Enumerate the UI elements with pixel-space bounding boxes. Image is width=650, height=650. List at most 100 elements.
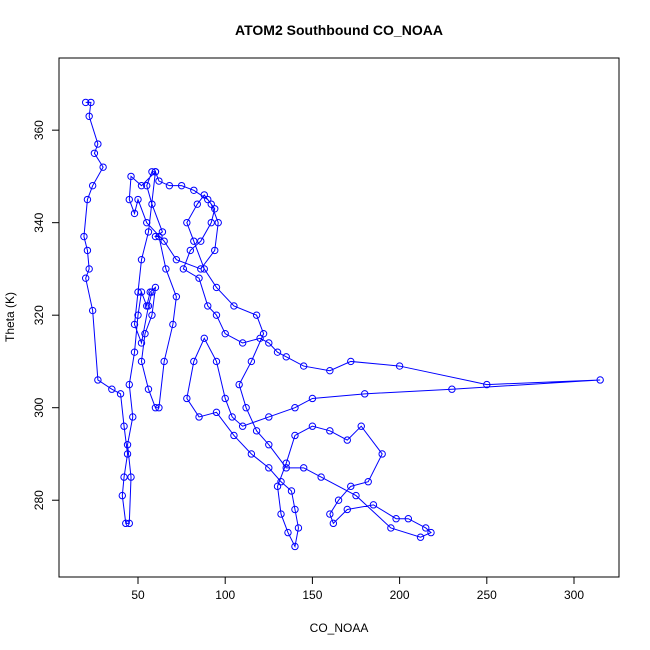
data-point <box>230 431 238 440</box>
data-point <box>238 422 247 430</box>
data-point <box>326 427 334 435</box>
y-tick-label: 360 <box>32 120 46 140</box>
data-point <box>134 311 142 319</box>
data-point <box>387 524 395 532</box>
data-point <box>85 112 93 120</box>
data-point <box>123 450 132 458</box>
data-point <box>120 422 128 430</box>
data-point <box>265 464 273 472</box>
data-point <box>118 491 127 500</box>
x-tick-label: 150 <box>302 588 322 602</box>
data-point <box>83 195 92 204</box>
data-point <box>108 385 116 393</box>
data-point <box>88 181 97 190</box>
data-point <box>129 413 137 421</box>
data-point <box>238 339 247 347</box>
data-point <box>277 478 285 486</box>
data-point <box>197 237 205 245</box>
y-axis-label: Theta (K) <box>3 292 17 342</box>
x-tick-label: 200 <box>390 588 410 602</box>
data-point <box>247 357 256 366</box>
chart-title: ATOM2 Southbound CO_NOAA <box>235 22 443 38</box>
data-point <box>90 149 99 157</box>
x-tick-label: 250 <box>477 588 497 602</box>
data-point <box>483 380 491 389</box>
data-point <box>364 478 372 486</box>
data-point <box>256 334 264 343</box>
data-point <box>200 334 208 343</box>
data-point <box>148 168 156 176</box>
data-point <box>151 168 160 176</box>
data-point <box>230 302 238 310</box>
data-point <box>221 394 229 403</box>
data-point <box>326 366 334 375</box>
data-point <box>427 528 435 537</box>
data-point <box>277 510 285 518</box>
data-point <box>87 98 95 107</box>
data-point <box>190 357 198 366</box>
data-point <box>190 186 198 194</box>
data-point <box>122 519 130 528</box>
data-point <box>197 265 205 273</box>
data-point <box>177 181 186 190</box>
data-point <box>299 362 308 370</box>
data-point <box>123 441 132 449</box>
data-point <box>448 385 456 393</box>
data-point <box>287 487 296 495</box>
data-point <box>151 283 160 292</box>
data-point <box>143 218 151 227</box>
data-point <box>352 491 360 500</box>
data-point <box>369 501 378 509</box>
data-point <box>235 380 243 389</box>
data-point <box>151 232 160 241</box>
data-point <box>193 200 201 208</box>
x-tick-label: 300 <box>564 588 584 602</box>
data-point <box>204 195 212 204</box>
data-point <box>259 329 268 338</box>
data-point <box>282 353 290 361</box>
data-point <box>195 413 203 421</box>
data-point <box>148 288 156 296</box>
data-point <box>416 533 425 541</box>
data-point <box>252 427 261 435</box>
data-point <box>158 228 167 236</box>
data-point <box>252 311 261 319</box>
x-tick-label: 50 <box>131 588 145 602</box>
data-point <box>130 209 139 218</box>
data-point <box>169 320 177 329</box>
data-point <box>284 528 292 537</box>
data-point <box>347 357 355 366</box>
x-axis-label: CO_NOAA <box>310 621 369 635</box>
data-point <box>148 311 156 319</box>
data-point <box>211 205 219 213</box>
y-tick-label: 340 <box>32 212 46 232</box>
data-point <box>81 274 90 282</box>
data-point <box>160 237 168 245</box>
data-point <box>395 362 404 370</box>
data-point <box>378 450 386 458</box>
data-point <box>291 542 299 551</box>
data-point <box>137 339 146 347</box>
data-point <box>137 181 146 190</box>
data-point <box>596 376 604 384</box>
data-point <box>329 519 338 528</box>
data-point <box>172 255 181 264</box>
y-tick-label: 320 <box>32 305 46 325</box>
data-point <box>81 98 90 107</box>
data-point <box>265 441 273 449</box>
data-point <box>265 339 273 347</box>
data-point <box>392 515 400 523</box>
data-point <box>120 473 128 481</box>
data-point <box>317 473 325 481</box>
data-point <box>165 181 174 190</box>
data-point <box>127 473 135 481</box>
data-point <box>326 510 334 518</box>
data-point <box>155 232 163 241</box>
data-point <box>160 357 168 366</box>
data-point <box>125 380 133 389</box>
data-point <box>273 482 282 491</box>
data-point <box>186 246 195 255</box>
data-point <box>404 515 413 523</box>
data-point <box>265 413 273 421</box>
